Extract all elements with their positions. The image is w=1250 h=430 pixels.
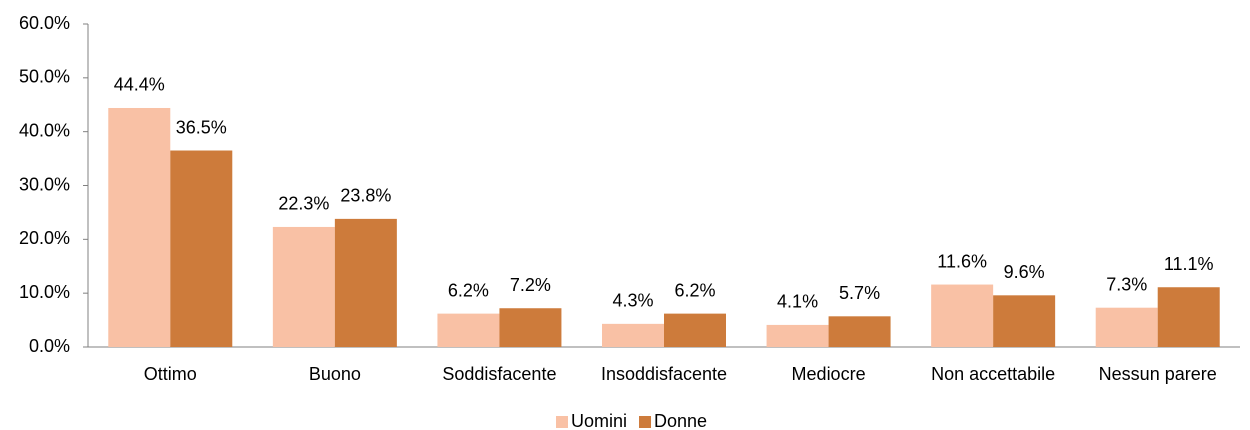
bar <box>1157 287 1220 347</box>
y-tick-label: 20.0% <box>19 228 70 248</box>
data-label: 4.1% <box>777 292 818 312</box>
data-label: 23.8% <box>340 186 391 206</box>
data-label: 9.6% <box>1004 262 1045 282</box>
bar <box>931 284 994 347</box>
legend-swatch <box>639 416 652 428</box>
data-label: 6.2% <box>674 280 715 300</box>
bar <box>602 323 664 347</box>
x-tick-label: Non accettabile <box>931 364 1055 384</box>
legend-label: Donne <box>654 411 707 430</box>
data-label: 4.3% <box>612 291 653 311</box>
bar <box>334 218 397 347</box>
bar <box>272 226 335 347</box>
x-tick-label: Mediocre <box>792 364 866 384</box>
x-tick-label: Buono <box>309 364 361 384</box>
x-tick-label: Ottimo <box>144 364 197 384</box>
bar <box>664 313 726 347</box>
data-label: 11.1% <box>1164 254 1214 274</box>
bar <box>108 107 171 347</box>
bar <box>437 313 500 347</box>
data-label: 11.6% <box>937 251 987 271</box>
data-label: 7.3% <box>1106 274 1147 294</box>
data-label: 44.4% <box>114 75 165 95</box>
bar <box>766 324 829 347</box>
data-label: 7.2% <box>510 275 551 295</box>
data-label: 22.3% <box>278 194 329 214</box>
legend-swatch <box>556 416 568 428</box>
bar <box>499 308 562 347</box>
bar <box>993 295 1056 347</box>
y-tick-label: 10.0% <box>19 282 70 302</box>
x-tick-label: Nessun parere <box>1099 364 1217 384</box>
y-tick-label: 50.0% <box>19 67 70 87</box>
data-label: 5.7% <box>839 283 880 303</box>
legend-label: Uomini <box>571 411 627 430</box>
bar <box>170 150 233 347</box>
y-tick-label: 40.0% <box>19 120 70 140</box>
bar <box>1095 307 1158 347</box>
y-tick-label: 0.0% <box>29 336 70 356</box>
bar <box>828 316 891 347</box>
y-tick-label: 30.0% <box>19 174 70 194</box>
x-tick-label: Insoddisfacente <box>601 364 727 384</box>
x-tick-label: Soddisfacente <box>442 364 556 384</box>
y-tick-label: 60.0% <box>19 13 70 33</box>
data-label: 36.5% <box>176 117 227 137</box>
data-label: 6.2% <box>448 280 489 300</box>
